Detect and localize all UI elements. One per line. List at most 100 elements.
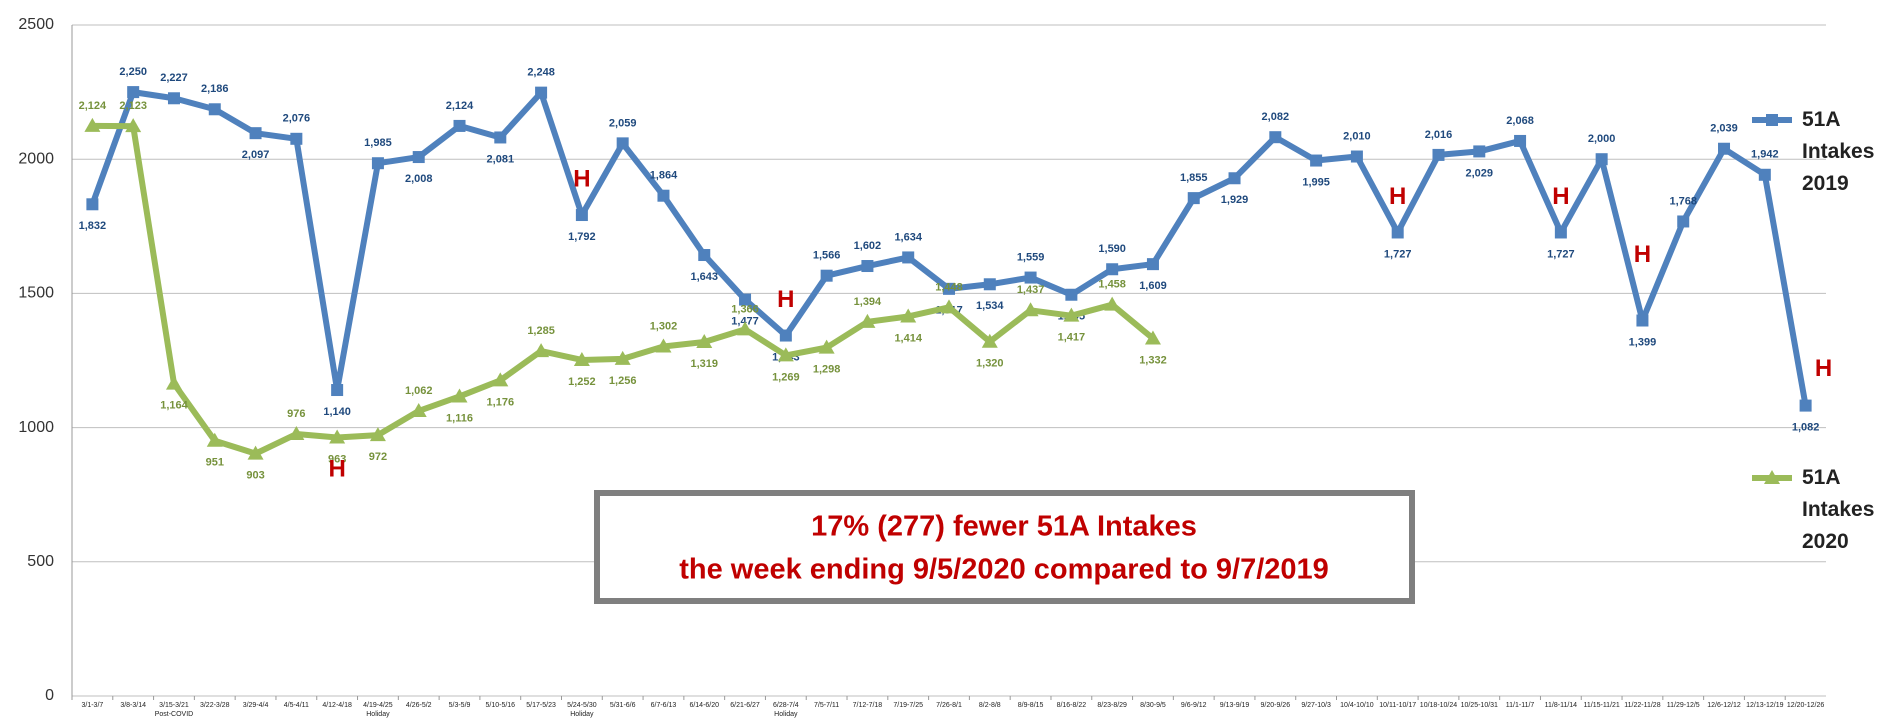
x-tick-label: 6/21-6/27: [730, 702, 760, 709]
holiday-marker: H: [573, 165, 590, 192]
point: [941, 299, 957, 314]
point: [1718, 142, 1731, 155]
value-label: 1,285: [527, 325, 555, 337]
y-tick-label: 2500: [18, 16, 54, 33]
point: [249, 127, 262, 140]
x-tick-label: 5/31-6/6: [610, 702, 636, 709]
holiday-marker: H: [777, 286, 794, 313]
point: [900, 308, 917, 323]
value-label: 972: [369, 451, 387, 463]
point: [165, 375, 182, 390]
point: [1228, 172, 1241, 185]
value-label: 2,186: [201, 83, 229, 95]
value-label: 1,394: [854, 296, 882, 308]
x-tick-note: Holiday: [366, 711, 390, 718]
x-tick-label: 7/5-7/11: [814, 702, 839, 709]
value-label: 1,634: [894, 231, 922, 243]
y-tick-label: 1500: [18, 285, 54, 302]
value-label: 1,995: [1302, 176, 1330, 188]
x-tick-label: 4/12-4/18: [322, 702, 352, 709]
point: [573, 351, 590, 366]
value-label: 1,590: [1098, 243, 1126, 255]
x-tick-label: 12/20-12/26: [1787, 702, 1824, 709]
point: [1473, 145, 1486, 158]
point: [451, 388, 468, 403]
point: [902, 251, 915, 264]
point: [861, 260, 874, 273]
value-label: 1,458: [1098, 279, 1126, 291]
x-tick-note: Holiday: [774, 711, 798, 718]
x-tick-label: 11/15-11/21: [1583, 702, 1619, 709]
y-tick-label: 1000: [18, 419, 54, 436]
value-label: 1,082: [1792, 421, 1820, 433]
legend-marker: [1766, 114, 1778, 126]
point: [575, 209, 588, 222]
x-tick-label: 4/26-5/2: [406, 702, 432, 709]
x-tick-label: 11/29-12/5: [1667, 702, 1700, 709]
value-label: 1,116: [446, 412, 473, 424]
point: [820, 269, 833, 282]
x-tick-label: 12/6-12/12: [1707, 702, 1741, 709]
value-label: 2,008: [405, 173, 433, 185]
value-label: 1,864: [650, 170, 678, 182]
value-label: 1,643: [690, 271, 718, 283]
x-tick-label: 3/8-3/14: [120, 702, 146, 709]
x-tick-label: 11/8-11/14: [1545, 702, 1578, 709]
point: [208, 103, 221, 116]
x-tick-label: 8/16-8/22: [1057, 702, 1087, 709]
point: [1514, 134, 1527, 147]
callout-line: 17% (277) fewer 51A Intakes: [811, 511, 1197, 543]
x-tick-note: Post-COVID: [155, 711, 194, 718]
value-label: 903: [246, 470, 264, 482]
value-label: 2,250: [119, 66, 147, 78]
x-tick-label: 3/22-3/28: [200, 702, 230, 709]
x-tick-label: 5/17-5/23: [526, 702, 556, 709]
point: [86, 198, 99, 211]
point: [371, 157, 384, 170]
point: [533, 343, 550, 358]
point: [818, 339, 835, 354]
value-label: 2,248: [527, 67, 555, 79]
x-tick-label: 3/29-4/4: [243, 702, 269, 709]
point: [655, 338, 672, 353]
value-label: 2,000: [1588, 133, 1616, 145]
value-label: 2,068: [1506, 115, 1534, 127]
point: [1432, 148, 1445, 161]
value-label: 1,320: [976, 358, 1004, 370]
point: [494, 131, 507, 144]
point: [739, 293, 752, 306]
x-tick-label: 4/19-4/25: [363, 702, 393, 709]
x-tick-label: 9/6-9/12: [1181, 702, 1207, 709]
x-tick-label: 9/27-10/3: [1301, 702, 1331, 709]
value-label: 1,437: [1017, 284, 1045, 296]
x-tick-note: Holiday: [570, 711, 594, 718]
x-tick-label: 7/26-8/1: [936, 702, 962, 709]
value-label: 1,768: [1669, 195, 1697, 207]
x-tick-label: 8/2-8/8: [979, 702, 1001, 709]
x-tick-label: 10/25-10/31: [1461, 702, 1498, 709]
point: [1758, 168, 1771, 181]
point: [453, 119, 466, 132]
point: [1677, 215, 1690, 228]
value-label: 963: [328, 453, 346, 465]
point: [1269, 131, 1282, 144]
y-tick-label: 500: [27, 553, 54, 570]
value-label: 1,302: [650, 320, 678, 332]
point: [1554, 226, 1567, 239]
value-label: 2,097: [242, 149, 270, 161]
value-label: 2,059: [609, 117, 637, 129]
holiday-marker: H: [1389, 183, 1406, 210]
point: [1024, 271, 1037, 284]
x-tick-label: 9/13-9/19: [1220, 702, 1250, 709]
point: [492, 372, 509, 387]
point: [1065, 288, 1078, 301]
legend-label: 51A Intakes 2019: [1802, 108, 1874, 195]
legend-label: 51A Intakes 2020: [1802, 466, 1874, 553]
x-tick-label: 8/9-8/15: [1018, 702, 1044, 709]
point: [127, 86, 140, 99]
value-label: 1,062: [405, 385, 433, 397]
value-label: 1,332: [1139, 354, 1167, 366]
value-label: 1,417: [1058, 332, 1086, 344]
point: [1595, 153, 1608, 166]
x-tick-label: 10/11-10/17: [1379, 702, 1416, 709]
